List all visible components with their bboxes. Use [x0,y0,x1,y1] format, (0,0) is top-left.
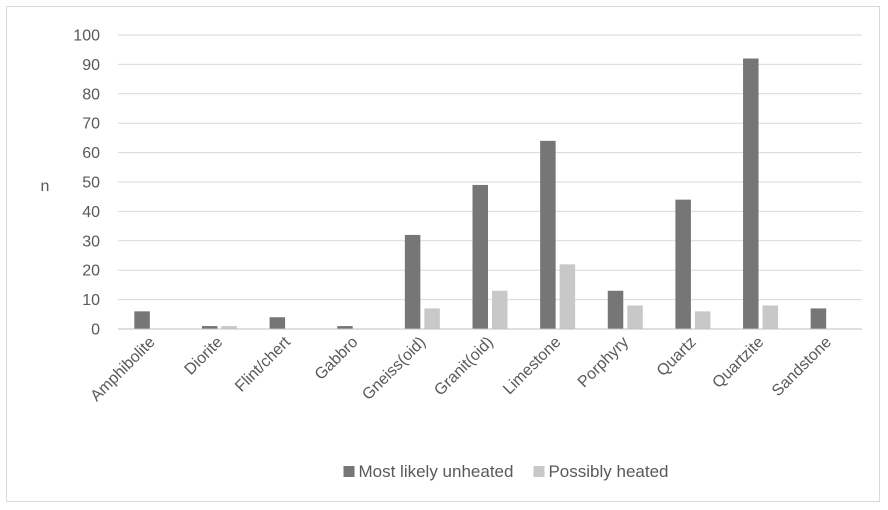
bars [134,58,827,330]
bar [424,308,440,329]
bar [762,305,779,329]
chart-frame [6,6,880,502]
x-tick-label: Gabbro [312,334,362,384]
y-tick-label: 40 [82,204,100,221]
y-axis-ticks: 0 10 20 30 40 50 60 70 80 90 100 [73,28,100,339]
y-tick-label: 30 [82,233,100,250]
x-tick-label: Porphyry [575,334,632,391]
bar [134,311,150,329]
y-tick-label: 80 [82,86,100,103]
y-tick-label: 0 [91,322,100,339]
legend-swatch [533,466,545,477]
y-tick-label: 50 [82,175,100,192]
y-tick-label: 100 [73,28,100,45]
x-tick-label: Sandstone [769,334,835,400]
bar [492,290,508,329]
bar [404,234,421,329]
y-tick-label: 10 [82,292,100,309]
bar [472,184,488,329]
bar [627,305,643,329]
y-tick-label: 20 [82,263,100,280]
x-tick-label: Granit(oid) [431,334,496,399]
x-axis-ticks: Amphibolite Diorite Flint/chert GabbroGneis… [88,333,836,405]
x-tick-label: Quartzite [709,334,767,392]
bar [337,326,353,329]
bar [540,140,556,329]
bar [675,199,691,329]
x-tick-label: Flint/chert [232,333,294,395]
x-tick-label: Limestone [500,334,564,398]
legend-label: Possibly heated [548,462,668,481]
y-tick-label: 90 [82,57,100,74]
x-tick-label: Diorite [182,334,227,379]
legend-label: Most likely unheated [358,462,513,481]
legend-swatch [343,466,355,477]
x-tick-label: Gneiss(oid) [359,334,429,404]
bar [810,308,827,329]
bar [607,290,624,329]
legend: Most likely unheated Possibly heated [343,462,669,481]
bar [201,326,218,329]
x-tick-label: Quartz [654,334,700,380]
y-tick-label: 70 [82,116,100,133]
bar [694,311,711,329]
bar [743,58,759,330]
x-tick-label: Amphibolite [88,334,159,405]
bar [269,317,286,329]
y-axis-label: n [41,178,50,195]
bar [221,326,237,329]
y-tick-label: 60 [82,145,100,162]
gridlines [118,34,862,301]
bar [559,264,576,329]
